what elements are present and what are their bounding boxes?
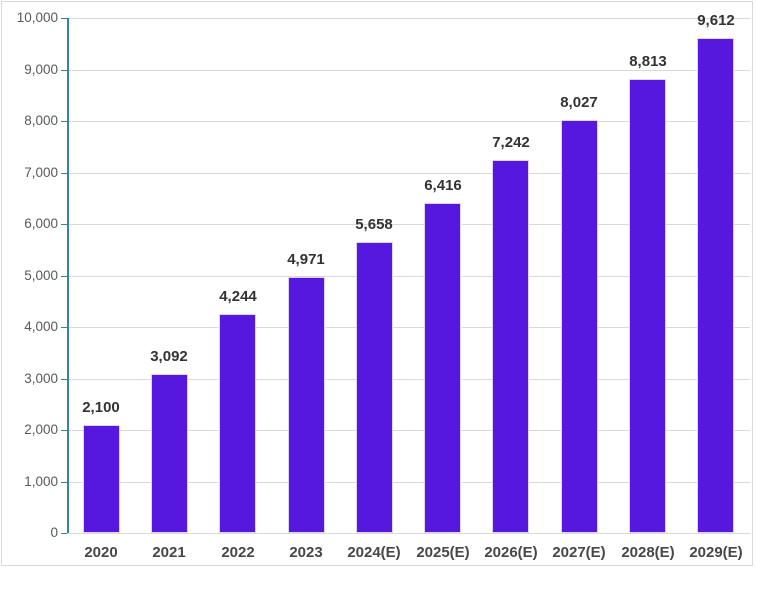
bar-2024(E) (356, 242, 393, 533)
gridline (67, 18, 750, 19)
y-tick-label: 1,000 (24, 474, 58, 489)
y-tick-label: 4,000 (24, 319, 58, 334)
y-axis-tick (61, 173, 67, 174)
y-axis-tick (61, 18, 67, 19)
gridline (67, 482, 750, 483)
x-tick-label: 2023 (289, 544, 323, 561)
data-label: 5,658 (355, 216, 393, 233)
x-tick-label: 2021 (152, 544, 186, 561)
x-tick-label: 2022 (221, 544, 255, 561)
y-axis-tick (61, 533, 67, 534)
bar-2027(E) (561, 120, 598, 533)
gridline (67, 533, 750, 534)
x-tick-label: 2025(E) (416, 544, 470, 561)
data-label: 4,971 (287, 251, 325, 268)
gridline (67, 70, 750, 71)
y-axis-tick (61, 327, 67, 328)
gridline (67, 379, 750, 380)
y-tick-label: 6,000 (24, 216, 58, 231)
y-tick-label: 7,000 (24, 165, 58, 180)
bar-2029(E) (697, 38, 734, 533)
data-label: 3,092 (150, 348, 188, 365)
bar-chart: 0 1,000 2,000 3,000 4,000 5,000 6,000 7,000 8,00… (1, 1, 753, 566)
y-tick-label: 10,000 (16, 10, 58, 25)
bar-2021 (151, 374, 188, 533)
y-axis-tick (61, 276, 67, 277)
x-tick-label: 2029(E) (689, 544, 743, 561)
gridline (67, 327, 750, 328)
y-tick-label: 3,000 (24, 371, 58, 386)
y-axis-tick (61, 430, 67, 431)
data-label: 9,612 (697, 12, 735, 29)
data-label: 8,813 (629, 53, 667, 70)
y-axis-tick (61, 121, 67, 122)
bar-2026(E) (492, 160, 529, 533)
gridline (67, 276, 750, 277)
data-label: 6,416 (424, 177, 462, 194)
y-tick-label: 9,000 (24, 62, 58, 77)
bar-2020 (83, 425, 120, 533)
y-axis-line (67, 18, 69, 533)
x-tick-label: 2024(E) (347, 544, 401, 561)
x-tick-label: 2028(E) (621, 544, 675, 561)
data-label: 2,100 (82, 399, 120, 416)
y-axis-tick (61, 70, 67, 71)
data-label: 4,244 (219, 288, 257, 305)
y-axis-tick (61, 379, 67, 380)
x-tick-label: 2026(E) (484, 544, 538, 561)
bar-2023 (288, 277, 325, 533)
gridline (67, 224, 750, 225)
y-axis-tick (61, 482, 67, 483)
y-axis-tick (61, 224, 67, 225)
y-tick-label: 0 (50, 525, 58, 540)
data-label: 8,027 (560, 94, 598, 111)
gridline (67, 173, 750, 174)
y-tick-label: 2,000 (24, 422, 58, 437)
gridline (67, 430, 750, 431)
y-tick-label: 8,000 (24, 113, 58, 128)
bar-2028(E) (629, 79, 666, 533)
bar-2022 (219, 314, 256, 533)
x-tick-label: 2027(E) (552, 544, 606, 561)
bar-2025(E) (424, 203, 461, 533)
gridline (67, 121, 750, 122)
x-tick-label: 2020 (84, 544, 118, 561)
y-tick-label: 5,000 (24, 268, 58, 283)
data-label: 7,242 (492, 134, 530, 151)
